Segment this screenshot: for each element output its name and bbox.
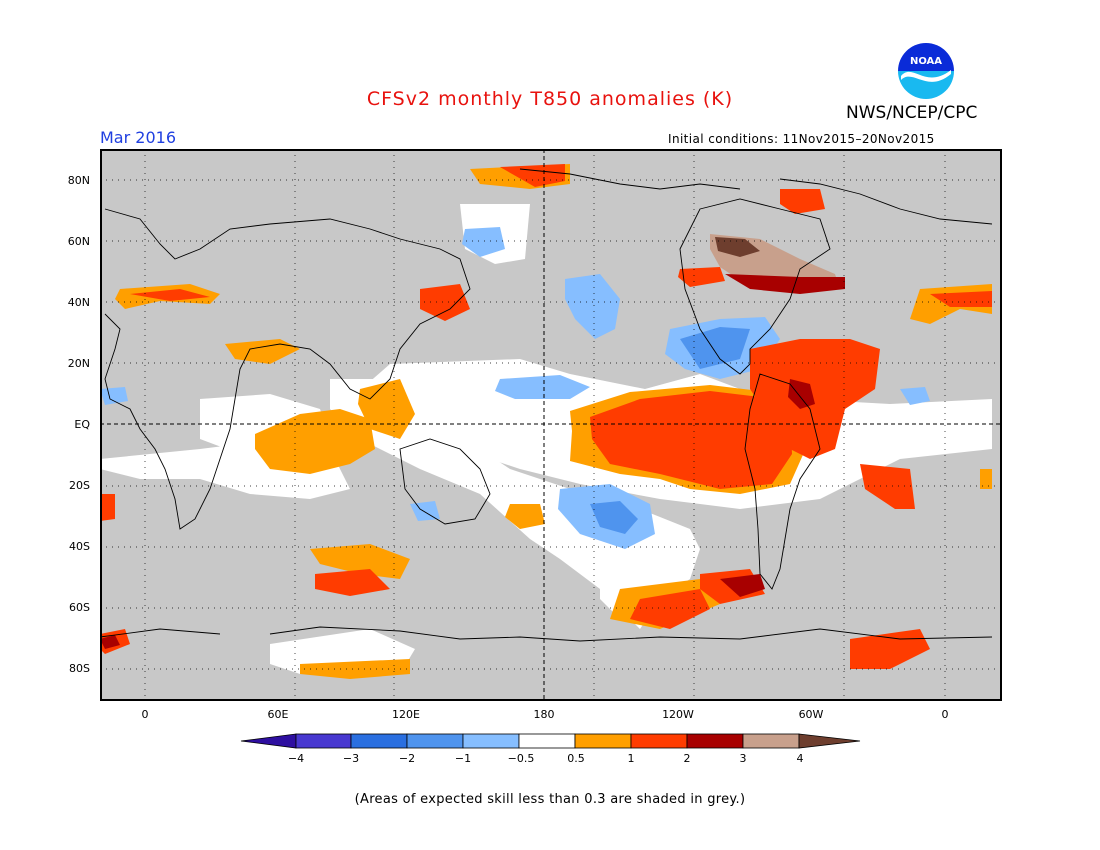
- lat-label: 80S: [69, 662, 90, 675]
- lat-label: 40N: [67, 296, 90, 309]
- lon-label: 0: [941, 708, 949, 721]
- noaa-logo: NOAA: [896, 41, 956, 101]
- lat-label: 20N: [67, 357, 90, 370]
- colorbar-tick: 1: [627, 752, 635, 765]
- lat-label: EQ: [74, 418, 90, 431]
- colorbar-segment: [798, 733, 861, 749]
- forecast-month: Mar 2016: [100, 128, 176, 147]
- colorbar-segment: [462, 733, 520, 749]
- colorbar-tick: −2: [398, 752, 416, 765]
- colorbar-segment: [630, 733, 688, 749]
- lat-label: 80N: [67, 174, 90, 187]
- coastlines: [100, 168, 993, 642]
- skill-note: (Areas of expected skill less than 0.3 a…: [354, 792, 746, 807]
- colorbar-tick: −3: [342, 752, 360, 765]
- colorbar-segment: [350, 733, 408, 749]
- agency-label: NWS/NCEP/CPC: [846, 103, 978, 123]
- colorbar-tick: 3: [739, 752, 747, 765]
- lat-label: 20S: [69, 479, 90, 492]
- colorbar-tick: 0.5: [567, 752, 585, 765]
- initial-conditions: Initial conditions: 11Nov2015–20Nov2015: [668, 132, 935, 146]
- lat-label: 60S: [69, 601, 90, 614]
- negative-anomaly-regions: [100, 227, 930, 549]
- lon-label: 0: [141, 708, 149, 721]
- lon-label: 60E: [267, 708, 289, 721]
- lon-label: 180: [533, 708, 555, 721]
- lon-label: 120W: [662, 708, 694, 721]
- colorbar-tick: 2: [683, 752, 691, 765]
- colorbar-tick: −4: [287, 752, 305, 765]
- colorbar-segment: [742, 733, 800, 749]
- colorbar-segment: [574, 733, 632, 749]
- lon-label: 120E: [392, 708, 420, 721]
- anomaly-map: [100, 149, 1002, 701]
- lat-label: 40S: [69, 540, 90, 553]
- extreme-anomaly-regions: [710, 234, 845, 294]
- lat-label: 60N: [67, 235, 90, 248]
- colorbar: [240, 733, 861, 749]
- colorbar-segment: [518, 733, 576, 749]
- colorbar-segment: [686, 733, 744, 749]
- svg-text:NOAA: NOAA: [910, 56, 942, 67]
- colorbar-tick: −0.5: [507, 752, 535, 765]
- chart-title: CFSv2 monthly T850 anomalies (K): [366, 88, 734, 110]
- colorbar-segment: [406, 733, 464, 749]
- colorbar-tick: −1: [454, 752, 472, 765]
- colorbar-segment: [240, 733, 297, 749]
- lon-label: 60W: [798, 708, 824, 721]
- reference-lines: [100, 149, 1002, 701]
- graticule: [100, 149, 1002, 701]
- colorbar-segment: [295, 733, 352, 749]
- colorbar-tick: 4: [796, 752, 804, 765]
